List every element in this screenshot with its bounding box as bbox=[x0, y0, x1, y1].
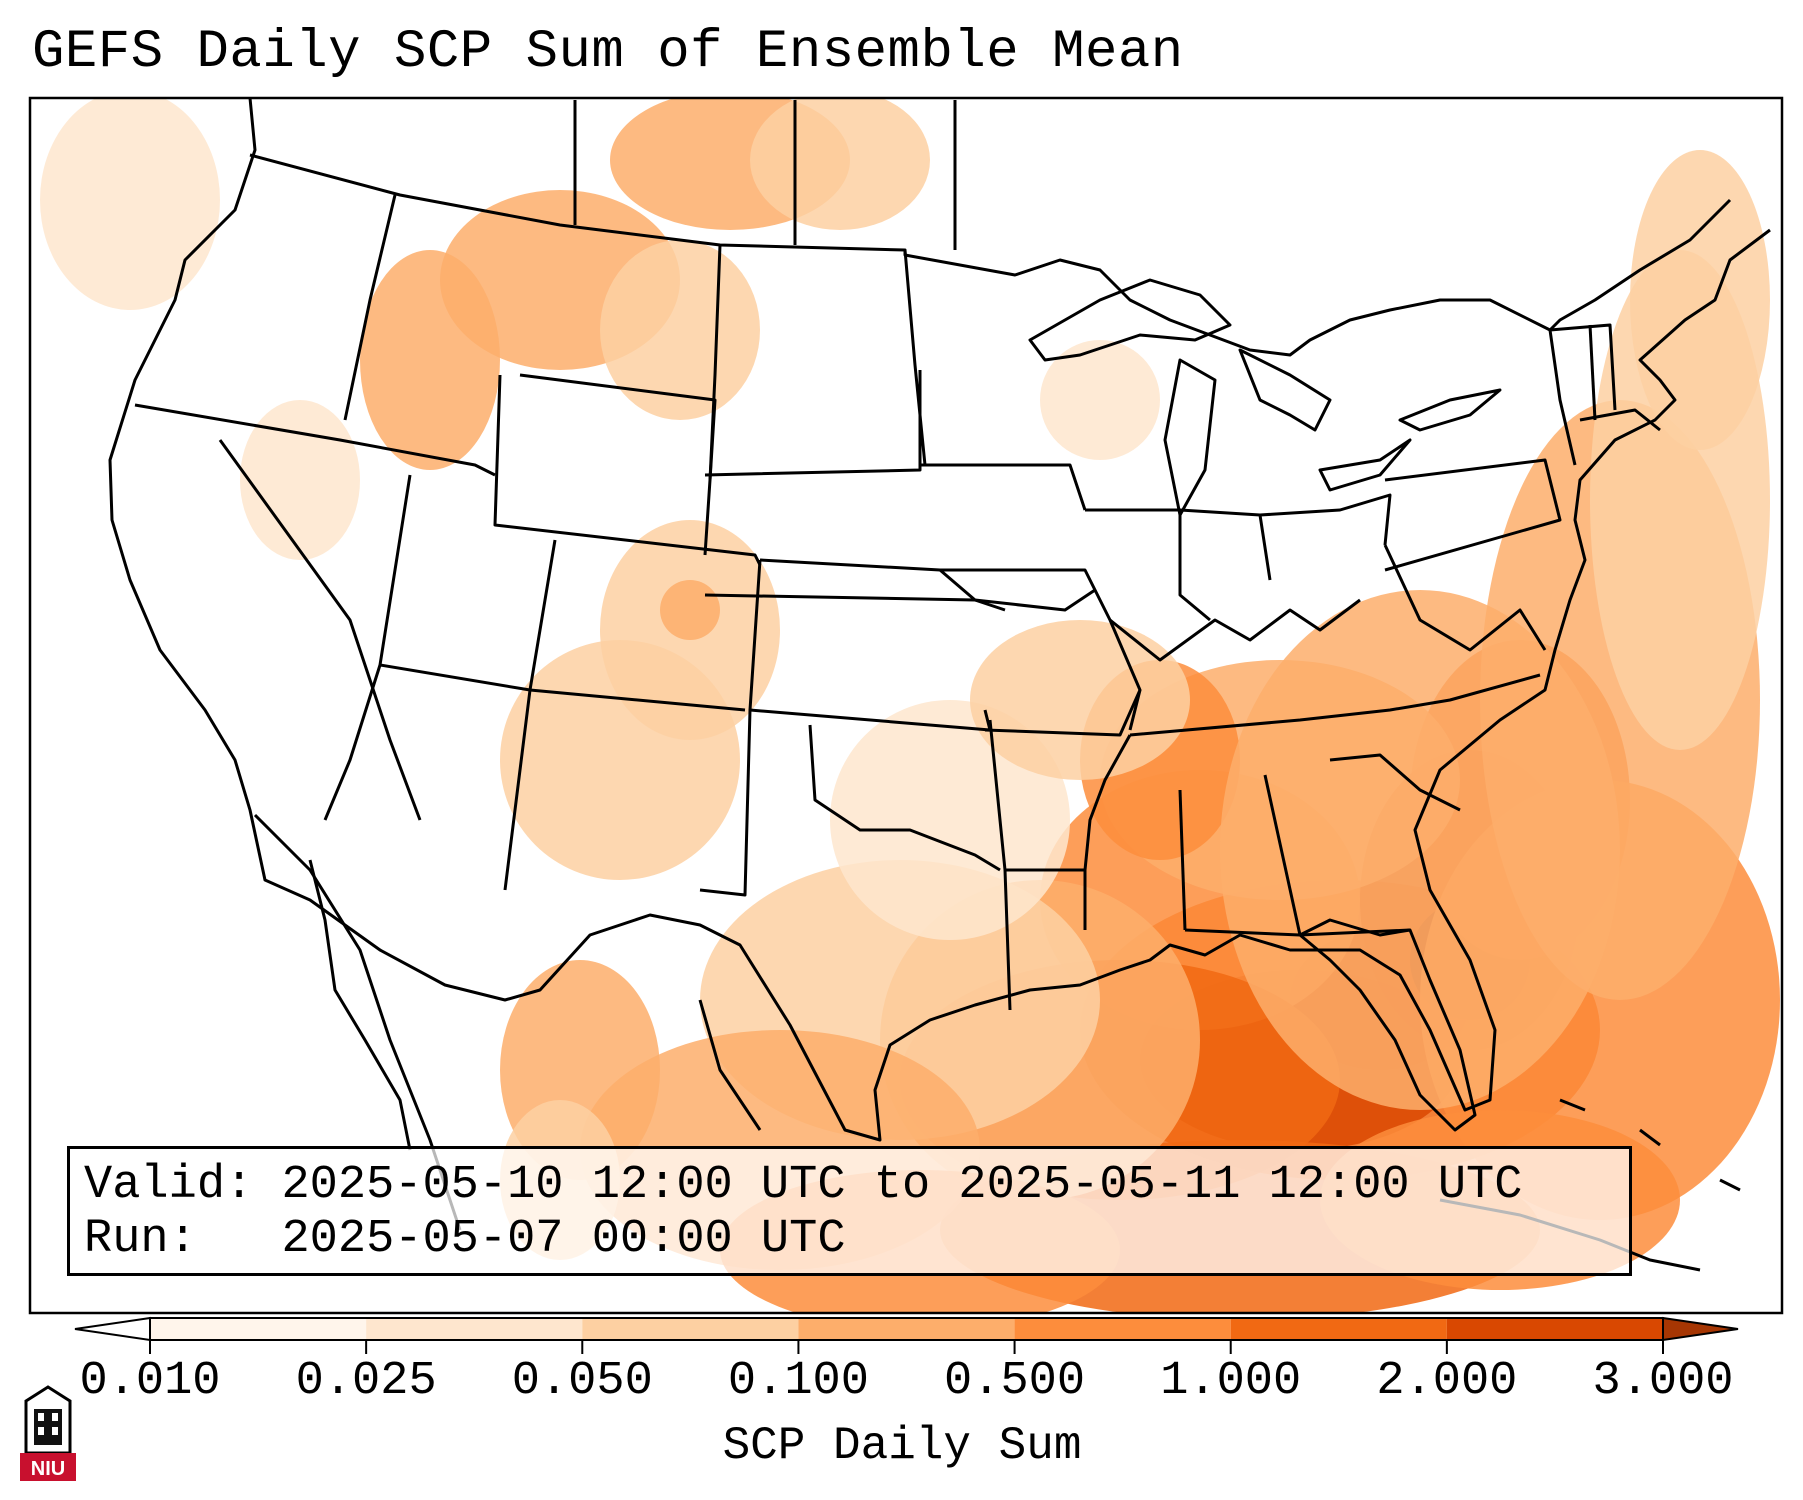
colorbar-extend-max bbox=[1662, 1316, 1739, 1342]
colorbar-tick-label: 0.100 bbox=[727, 1355, 869, 1408]
colorbar-segment bbox=[150, 1318, 367, 1340]
scp-shade-region bbox=[240, 400, 360, 560]
valid-run-box: Valid: 2025-05-10 12:00 UTC to 2025-05-1… bbox=[67, 1146, 1632, 1276]
valid-label: Valid: bbox=[84, 1159, 254, 1212]
colorbar-tick-label: 1.000 bbox=[1160, 1355, 1302, 1408]
scp-shade-region bbox=[1630, 150, 1770, 450]
scp-shade-region bbox=[40, 98, 220, 310]
scp-shading-layer bbox=[40, 98, 1780, 1313]
colorbar-segment bbox=[798, 1318, 1015, 1340]
colorbar-tick-label: 2.000 bbox=[1376, 1355, 1518, 1408]
colorbar-tick-label: 0.500 bbox=[944, 1355, 1086, 1408]
colorbar-outline bbox=[149, 1317, 1664, 1341]
run-text: 2025-05-07 00:00 UTC bbox=[281, 1213, 846, 1266]
florida-outline bbox=[1298, 918, 1477, 1132]
colorbar-extend-min bbox=[74, 1316, 151, 1342]
niu-logo: NIU bbox=[20, 1385, 76, 1481]
map-frame bbox=[28, 96, 1784, 1315]
scp-shade-region bbox=[1040, 340, 1160, 460]
logo-text: NIU bbox=[31, 1458, 65, 1480]
scp-shade-region bbox=[970, 620, 1190, 780]
colorbar-label: SCP Daily Sum bbox=[722, 1420, 1082, 1472]
colorbar-segment bbox=[1446, 1318, 1663, 1340]
colorbar bbox=[74, 1316, 1739, 1354]
colorbar-tick-label: 0.010 bbox=[79, 1355, 221, 1408]
scp-shade-region bbox=[360, 250, 500, 470]
colorbar-tick-label: 0.050 bbox=[511, 1355, 653, 1408]
great-lakes bbox=[1028, 278, 1232, 362]
us-coastline bbox=[108, 98, 1771, 1142]
scp-shade-region bbox=[600, 240, 760, 420]
colorbar-segment bbox=[1230, 1318, 1447, 1340]
colorbar-tick-label: 0.025 bbox=[295, 1355, 437, 1408]
colorbar-tick-label: 3.000 bbox=[1592, 1355, 1734, 1408]
colorbar-segment bbox=[582, 1318, 799, 1340]
chart-title: GEFS Daily SCP Sum of Ensemble Mean bbox=[32, 22, 1184, 83]
scp-shade-region bbox=[660, 580, 720, 640]
scp-shade-region bbox=[750, 98, 930, 230]
colorbar-segment bbox=[1014, 1318, 1231, 1340]
valid-text: 2025-05-10 12:00 UTC to 2025-05-11 12:00… bbox=[281, 1159, 1523, 1212]
state-borders bbox=[108, 98, 1771, 1272]
colorbar-segment bbox=[366, 1318, 583, 1340]
run-label: Run: bbox=[84, 1213, 197, 1266]
